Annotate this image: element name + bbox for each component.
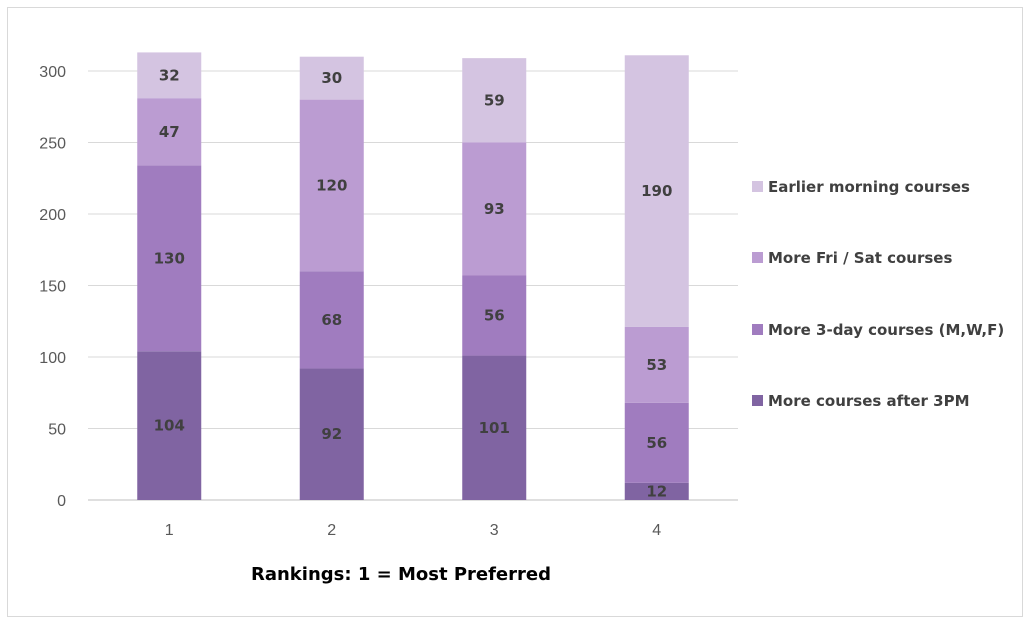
bar-segment-cat2-series2 [299,271,364,369]
bar-segment-cat4-series2 [624,402,689,483]
data-label-cat4-series3: 53 [646,356,667,374]
data-label-cat1-series4: 32 [159,66,180,84]
x-tick-label-2: 2 [327,522,336,539]
data-label-cat3-series2: 56 [484,307,505,325]
legend-swatch-3 [752,324,763,335]
bar-segment-cat3-series3 [462,142,527,276]
y-tick-label-250: 250 [39,136,66,153]
x-axis: 1 2 3 4 [165,522,662,539]
bar-segment-cat3-series1 [462,355,527,500]
data-label-cat4-series4: 190 [641,182,672,200]
bar-segment-cat2-series4 [299,56,364,100]
x-axis-title: Rankings: 1 = Most Preferred [251,564,551,585]
legend: Earlier morning courses More Fri / Sat co… [752,178,1004,410]
y-tick-label-300: 300 [39,64,66,81]
data-label-cat2-series2: 68 [321,311,342,329]
legend-label-3: More 3-day courses (M,W,F) [768,321,1004,339]
bar-segment-cat2-series3 [299,99,364,272]
bar-segment-cat3-series4 [462,58,527,143]
bar-segment-cat1-series2 [137,165,202,352]
x-tick-label-4: 4 [652,522,661,539]
bars [137,52,689,500]
legend-label-1: Earlier morning courses [768,178,970,196]
data-label-cat2-series4: 30 [321,69,342,87]
data-label-cat3-series3: 93 [484,200,505,218]
y-tick-label-200: 200 [39,207,66,224]
y-axis: 0 50 100 150 200 250 300 [39,64,66,510]
legend-swatch-4 [752,395,763,406]
bar-segment-cat4-series4 [624,55,689,327]
bar-segment-cat4-series3 [624,326,689,403]
y-tick-label-150: 150 [39,279,66,296]
legend-label-4: More courses after 3PM [768,392,970,410]
bar-segment-cat1-series4 [137,52,202,99]
bar-segment-cat3-series2 [462,275,527,356]
legend-label-2: More Fri / Sat courses [768,249,952,267]
data-label-cat1-series3: 47 [159,123,180,141]
data-label-cat4-series2: 56 [646,434,667,452]
x-tick-label-1: 1 [165,522,174,539]
bar-segment-cat1-series1 [137,351,202,500]
data-label-cat2-series1: 92 [321,425,342,443]
data-label-cat4-series1: 12 [646,482,667,500]
y-tick-label-100: 100 [39,350,66,367]
bar-segment-cat1-series3 [137,98,202,166]
x-tick-label-3: 3 [490,522,499,539]
y-tick-label-50: 50 [48,422,66,439]
data-label-cat3-series1: 101 [479,419,510,437]
y-tick-label-0: 0 [57,493,66,510]
legend-swatch-2 [752,252,763,263]
data-label-cat3-series4: 59 [484,91,505,109]
data-label-cat1-series2: 130 [154,249,185,267]
legend-swatch-1 [752,181,763,192]
data-labels: 104 130 47 32 92 68 120 30 101 56 93 59 12 56 53 190 [154,66,673,500]
bar-segment-cat4-series1 [624,482,689,500]
data-label-cat2-series3: 120 [316,176,347,194]
bar-segment-cat2-series1 [299,368,364,500]
data-label-cat1-series1: 104 [154,417,185,435]
